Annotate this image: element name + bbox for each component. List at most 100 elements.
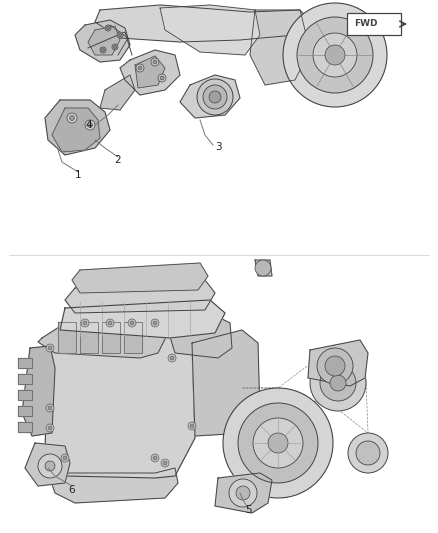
Circle shape [48, 406, 52, 410]
Circle shape [67, 113, 77, 123]
Circle shape [105, 25, 111, 31]
Polygon shape [45, 100, 110, 155]
Circle shape [203, 85, 227, 109]
Circle shape [253, 418, 303, 468]
Circle shape [151, 319, 159, 327]
Circle shape [163, 461, 167, 465]
Circle shape [190, 424, 194, 428]
Circle shape [117, 32, 123, 38]
Polygon shape [180, 75, 240, 118]
Circle shape [153, 456, 157, 460]
Circle shape [297, 17, 373, 93]
Circle shape [46, 344, 54, 352]
Circle shape [108, 321, 112, 325]
Polygon shape [18, 358, 32, 368]
Circle shape [61, 454, 69, 462]
Circle shape [330, 375, 346, 391]
Circle shape [209, 91, 221, 103]
Text: 2: 2 [115, 155, 121, 165]
Circle shape [46, 424, 54, 432]
Polygon shape [95, 5, 310, 42]
Text: 5: 5 [245, 505, 251, 515]
Polygon shape [60, 300, 225, 338]
Circle shape [48, 346, 52, 350]
Circle shape [130, 321, 134, 325]
Polygon shape [18, 406, 32, 416]
Polygon shape [75, 20, 130, 62]
Polygon shape [160, 5, 260, 55]
Text: 3: 3 [215, 142, 221, 152]
Polygon shape [102, 322, 120, 353]
Circle shape [170, 356, 174, 360]
Polygon shape [308, 340, 368, 386]
Polygon shape [50, 468, 178, 503]
Circle shape [106, 319, 114, 327]
Circle shape [88, 123, 92, 127]
Polygon shape [18, 390, 32, 400]
Polygon shape [18, 374, 32, 384]
Polygon shape [65, 280, 215, 313]
Text: 4: 4 [86, 120, 92, 130]
Circle shape [313, 33, 357, 77]
Polygon shape [100, 75, 135, 110]
Text: FWD: FWD [354, 20, 378, 28]
Circle shape [138, 66, 142, 70]
Circle shape [238, 403, 318, 483]
Circle shape [317, 348, 353, 384]
Circle shape [102, 49, 105, 52]
Circle shape [325, 356, 345, 376]
Circle shape [325, 45, 345, 65]
Circle shape [100, 47, 106, 53]
Polygon shape [58, 322, 76, 353]
Polygon shape [215, 473, 272, 513]
Polygon shape [22, 346, 55, 436]
Circle shape [81, 319, 89, 327]
Polygon shape [52, 108, 100, 152]
Circle shape [168, 354, 176, 362]
Circle shape [70, 116, 74, 120]
Circle shape [160, 76, 164, 80]
Circle shape [158, 74, 166, 82]
Circle shape [46, 404, 54, 412]
Circle shape [268, 433, 288, 453]
Polygon shape [80, 322, 98, 353]
Polygon shape [124, 322, 142, 353]
Circle shape [161, 459, 169, 467]
Polygon shape [168, 313, 232, 358]
Circle shape [283, 3, 387, 107]
Circle shape [136, 64, 144, 72]
Circle shape [151, 454, 159, 462]
Circle shape [356, 441, 380, 465]
Polygon shape [45, 323, 195, 478]
Circle shape [45, 461, 55, 471]
Circle shape [119, 34, 121, 36]
Polygon shape [255, 260, 272, 276]
Circle shape [310, 355, 366, 411]
Text: 1: 1 [75, 170, 81, 180]
Circle shape [229, 479, 257, 507]
Polygon shape [18, 422, 32, 432]
Circle shape [83, 321, 87, 325]
Circle shape [197, 79, 233, 115]
Polygon shape [38, 320, 168, 358]
Text: 6: 6 [69, 485, 75, 495]
Circle shape [223, 388, 333, 498]
Circle shape [112, 44, 118, 50]
Polygon shape [120, 50, 180, 95]
Circle shape [48, 426, 52, 430]
Circle shape [153, 321, 157, 325]
Circle shape [85, 120, 95, 130]
Circle shape [153, 60, 157, 64]
Circle shape [236, 486, 250, 500]
Polygon shape [250, 10, 310, 85]
Polygon shape [192, 330, 260, 436]
Circle shape [151, 58, 159, 66]
Circle shape [38, 454, 62, 478]
Circle shape [106, 27, 110, 29]
Polygon shape [72, 263, 208, 293]
Circle shape [255, 260, 271, 276]
Circle shape [113, 45, 117, 49]
Circle shape [348, 433, 388, 473]
Polygon shape [135, 56, 165, 88]
Polygon shape [88, 26, 120, 55]
